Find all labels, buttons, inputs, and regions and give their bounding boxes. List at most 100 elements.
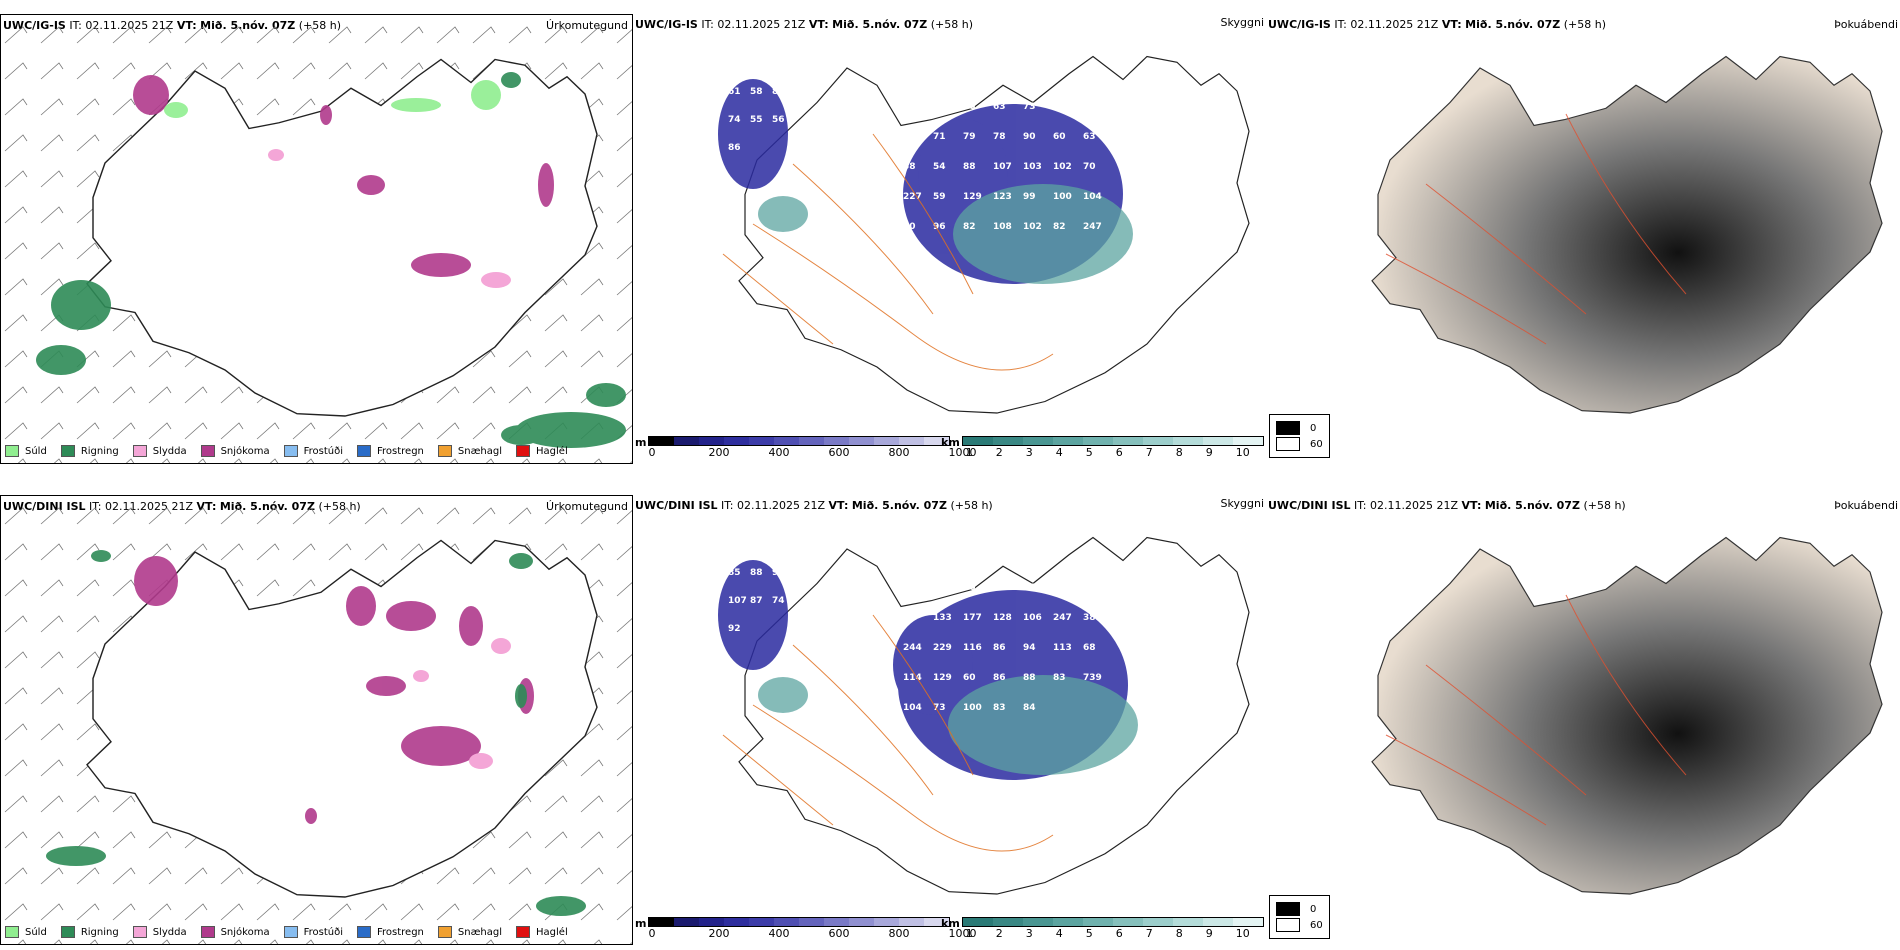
visibility-value-label: 56 — [772, 115, 785, 125]
visibility-value-label: 54 — [933, 162, 946, 172]
colorbar-swatch — [749, 918, 775, 926]
visibility-value-label: 83 — [1053, 673, 1066, 683]
colorbar-swatch — [649, 918, 675, 926]
fog-legend-item: 60 — [1276, 918, 1323, 932]
legend-item-freezing-rain: Frostregn — [357, 445, 424, 457]
visibility-value-label: 739 — [1083, 673, 1102, 683]
colorbar-swatch — [899, 437, 925, 445]
fog-legend: 0 60 — [1269, 895, 1330, 939]
colorbar-tick-label: 9 — [1205, 927, 1213, 940]
visibility-value-label: 68 — [1083, 643, 1096, 653]
visibility-value-label: 83 — [993, 703, 1006, 713]
panel-title: Þokuábendi — [1834, 18, 1898, 31]
visibility-value-label: 129 — [933, 673, 952, 683]
visibility-colorbar: km 1 2 3 4 5 6 7 8 9 10 — [941, 436, 1264, 459]
visibility-value-label: 100 — [963, 703, 982, 713]
visibility-value-label: 59 — [993, 583, 1006, 593]
visibility-value-label: 94 — [1083, 102, 1096, 112]
visibility-value-label: 58 — [750, 87, 763, 97]
fog-legend-item: 0 — [1276, 902, 1323, 916]
visibility-value-label: 92 — [728, 624, 741, 634]
visibility-value-label: 87 — [750, 596, 763, 606]
colorbar-swatch — [874, 918, 900, 926]
colorbar-tick-label: 10 — [1235, 446, 1250, 459]
legend-item-drizzle: Súld — [5, 445, 47, 457]
colorbar-tick-label: 0 — [648, 446, 656, 459]
colorbar-tick-label: 3 — [1025, 446, 1033, 459]
visibility-value-label: 91 — [903, 613, 916, 623]
colorbar-swatch — [924, 918, 950, 926]
legend-item-hail: Haglél — [516, 445, 568, 457]
fog-legend: 0 60 — [1269, 414, 1330, 458]
panel-title: Skyggni — [1220, 497, 1264, 510]
visibility-value-label: 104 — [1083, 192, 1102, 202]
visibility-value-label: 82 — [1053, 222, 1066, 232]
colorbar-swatch — [674, 437, 700, 445]
visibility-value-label: 86 — [993, 673, 1006, 683]
colorbar-tick-label: 3 — [1025, 927, 1033, 940]
panel-header: UWC/IG-IS IT: 02.11.2025 21Z VT: Mið. 5.… — [635, 18, 974, 31]
visibility-value-label: 63 — [993, 102, 1006, 112]
colorbar-tick-label: 800 — [888, 446, 910, 459]
visibility-value-label: 102 — [1023, 222, 1042, 232]
colorbar-swatch — [962, 918, 993, 926]
visibility-value-label: 71 — [933, 132, 946, 142]
colorbar-swatch — [799, 918, 825, 926]
colorbar-swatch — [824, 918, 850, 926]
colorbar-swatch — [899, 918, 925, 926]
colorbar-tick-label: 8 — [1175, 927, 1183, 940]
visibility-value-label: 86 — [993, 643, 1006, 653]
colorbar-swatch — [1232, 437, 1263, 445]
colorbar-swatch — [649, 437, 675, 445]
visibility-value-label: 177 — [963, 613, 982, 623]
colorbar-swatch — [1112, 918, 1143, 926]
visibility-value-label: 116 — [963, 643, 982, 653]
visibility-value-label: 247 — [1053, 613, 1072, 623]
visibility-value-label: 82 — [1053, 102, 1066, 112]
visibility-value-label: 90 — [1023, 132, 1036, 142]
colorbar-tick-label: 7 — [1145, 927, 1153, 940]
legend-item-snow-pellets: Snæhagl — [437, 445, 502, 457]
colorbar-tick-label: 4 — [1055, 446, 1063, 459]
visibility-value-label: 247 — [1083, 222, 1102, 232]
colorbar-tick-label: 2 — [995, 927, 1003, 940]
colorbar-swatch — [1232, 918, 1263, 926]
fog-map — [1371, 55, 1883, 414]
visibility-value-label: 63 — [903, 583, 916, 593]
visibility-value-label: 107 — [993, 162, 1012, 172]
colorbar-swatch — [1022, 918, 1053, 926]
colorbar-tick-label: 6 — [1115, 927, 1123, 940]
visibility-value-label: 85 — [728, 568, 741, 578]
colorbar-swatch — [992, 918, 1023, 926]
fog-legend-item: 0 — [1276, 421, 1323, 435]
visibility-panel-1: UWC/IG-IS IT: 02.11.2025 21Z VT: Mið. 5.… — [633, 14, 1266, 464]
visibility-value-label: 94 — [1023, 643, 1036, 653]
visibility-value-label: 96 — [772, 568, 785, 578]
colorbar-tick-label: 1000 — [948, 927, 977, 940]
visibility-value-label: 113 — [1053, 643, 1072, 653]
colorbar-tick-label: 8 — [1175, 446, 1183, 459]
precip-legend: Súld Rigning Slydda Snjókoma Frostúði Fr… — [5, 926, 568, 938]
fog-legend-item: 60 — [1276, 437, 1323, 451]
panel-header: UWC/IG-IS IT: 02.11.2025 21Z VT: Mið. 5.… — [1268, 18, 1607, 31]
colorbar-swatch — [1052, 918, 1083, 926]
visibility-value-label: 123 — [1053, 583, 1072, 593]
visibility-value-label: 227 — [903, 192, 922, 202]
colorbar-tick-label: 4 — [1055, 927, 1063, 940]
fog-map — [1371, 536, 1883, 895]
colorbar-swatch — [724, 437, 750, 445]
colorbar-swatch — [849, 918, 875, 926]
visibility-value-label: 86 — [963, 583, 976, 593]
colorbar-swatch — [1202, 918, 1233, 926]
height-colorbar: m 0 200 400 600 800 1000 — [635, 436, 977, 459]
colorbar-swatch — [699, 918, 725, 926]
colorbar-swatch — [1022, 437, 1053, 445]
precip-type-panel-1: UWC/IG-IS IT: 02.11.2025 21Z VT: Mið. 5.… — [0, 14, 633, 464]
colorbar-swatch — [824, 437, 850, 445]
panel-header: UWC/DINI ISL IT: 02.11.2025 21Z VT: Mið.… — [635, 499, 993, 512]
panel-title: Skyggni — [1220, 16, 1264, 29]
visibility-value-label: 133 — [933, 613, 952, 623]
visibility-value-label: 129 — [963, 192, 982, 202]
precip-type-map — [1, 496, 632, 944]
colorbar-swatch — [774, 437, 800, 445]
